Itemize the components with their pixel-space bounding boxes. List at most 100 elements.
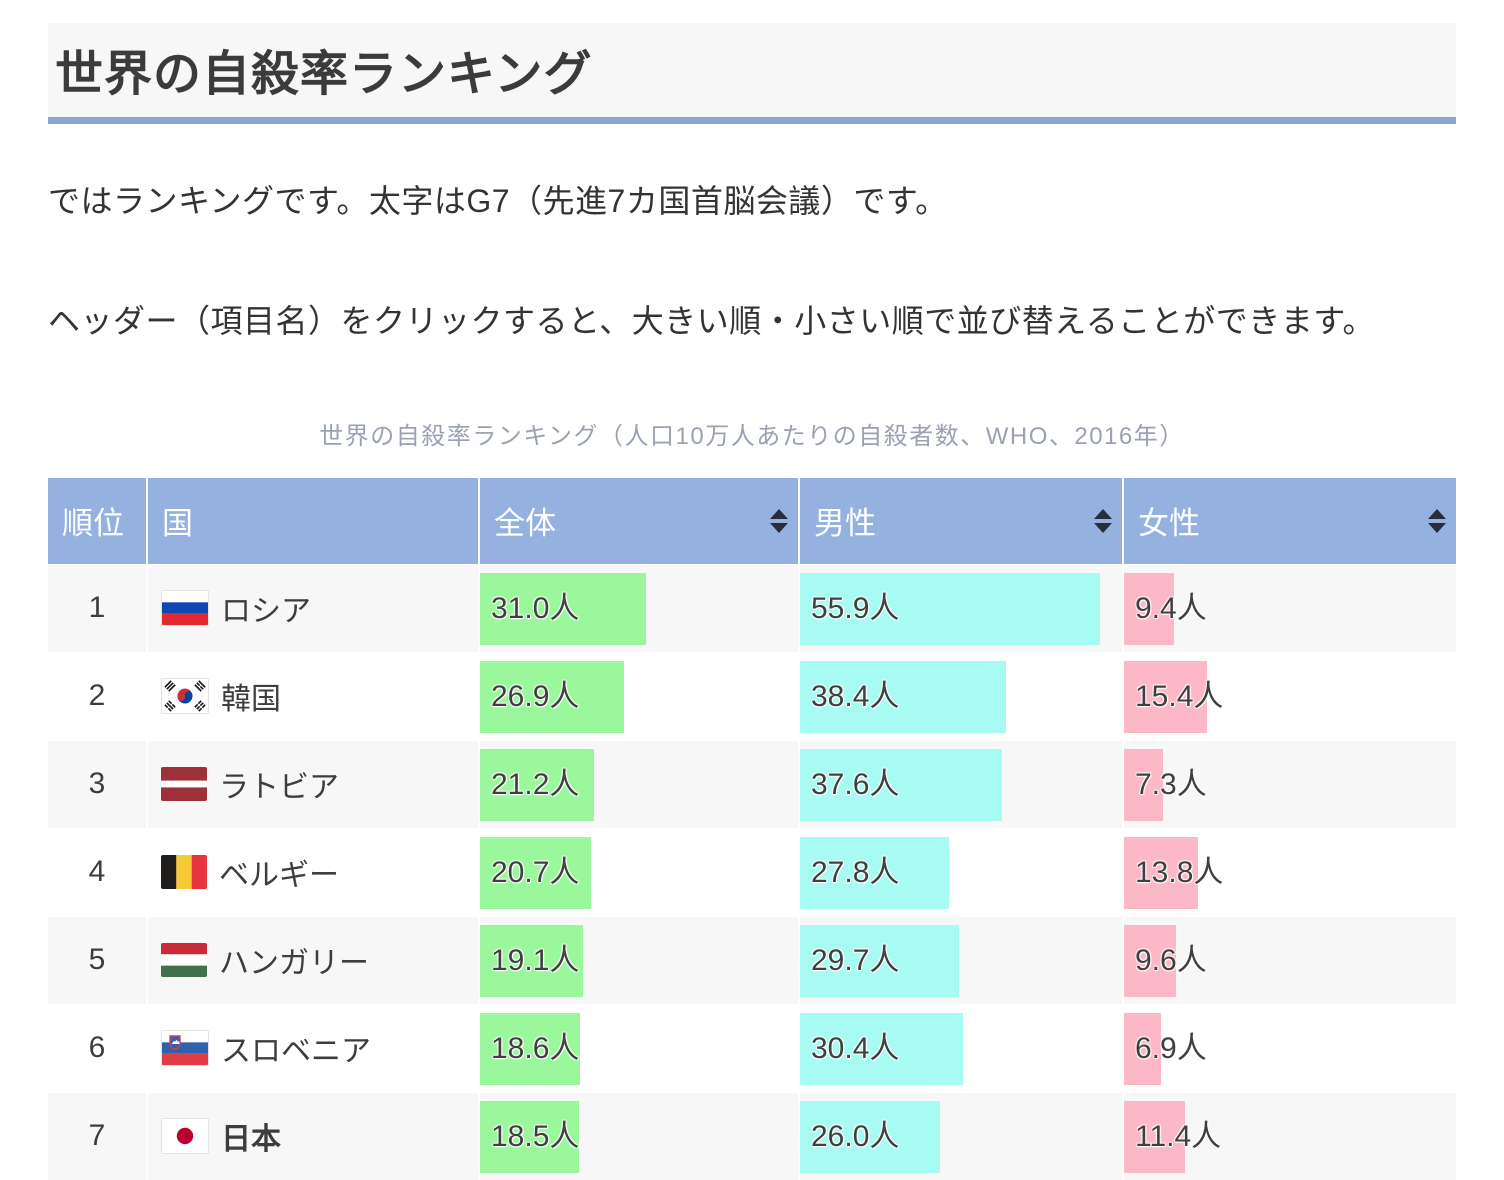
female-bar: 7.3人: [1124, 748, 1207, 821]
table-row: 6 スロベニア 18.6人 30.4人 6.9人: [48, 1003, 1456, 1092]
male-cell: 38.4人: [799, 651, 1124, 740]
total-bar: 18.5人: [480, 1100, 580, 1173]
rank-cell: 3: [48, 739, 148, 828]
japan-flag-icon: [161, 1118, 209, 1155]
male-bar: 55.9人: [800, 572, 1100, 645]
south-korea-flag-icon: [161, 678, 209, 714]
male-value: 29.7人: [811, 943, 900, 977]
female-value: 7.3人: [1135, 767, 1207, 801]
female-cell: 13.8人: [1123, 827, 1456, 916]
ranking-table-body: 1 ロシア 31.0人 55.9人 9.4人 2 韓国 26.9人 38.4人 15.4人 3 ラトビ…: [48, 563, 1456, 1180]
male-bar: 27.8人: [800, 836, 949, 909]
total-cell: 18.6人: [479, 1003, 800, 1092]
ranking-table-header: 順位 国 全体 男性 女性: [48, 478, 1456, 564]
country-name: ラトビア: [219, 771, 339, 804]
country-cell: ハンガリー: [147, 915, 480, 1004]
male-bar: 37.6人: [800, 748, 1002, 821]
female-value: 11.4人: [1135, 1119, 1222, 1153]
rank-cell: 7: [48, 1091, 148, 1180]
sort-icon: [770, 508, 788, 533]
female-value: 6.9人: [1135, 1031, 1207, 1065]
male-value: 37.6人: [811, 767, 900, 801]
column-header-female[interactable]: 女性: [1123, 478, 1456, 564]
slovenia-flag-icon: [161, 1030, 209, 1066]
total-value: 26.9人: [491, 679, 580, 713]
sort-icon: [1094, 508, 1112, 533]
total-value: 18.5人: [491, 1119, 580, 1153]
female-value: 9.6人: [1135, 943, 1207, 977]
country-cell: スロベニア: [147, 1003, 480, 1092]
country-name: ベルギー: [219, 859, 339, 892]
male-value: 30.4人: [811, 1031, 900, 1065]
country-name: 日本: [221, 1123, 281, 1157]
column-header-rank-label: 順位: [62, 506, 124, 542]
column-header-total-label: 全体: [494, 506, 556, 542]
rank-cell: 1: [48, 563, 148, 652]
table-row: 4 ベルギー 20.7人 27.8人 13.8人: [48, 827, 1456, 916]
female-value: 15.4人: [1135, 679, 1224, 713]
total-bar: 18.6人: [480, 1012, 580, 1085]
rank-cell: 4: [48, 827, 148, 916]
table-row: 7 日本 18.5人 26.0人 11.4人: [48, 1091, 1456, 1180]
female-bar: 11.4人: [1124, 1100, 1221, 1173]
column-header-female-label: 女性: [1138, 506, 1200, 542]
table-row: 3 ラトビア 21.2人 37.6人 7.3人: [48, 739, 1456, 828]
total-bar: 26.9人: [480, 660, 624, 733]
country-cell: ラトビア: [147, 739, 480, 828]
sort-icon: [1428, 508, 1446, 533]
total-value: 21.2人: [491, 767, 580, 801]
total-cell: 31.0人: [479, 563, 800, 652]
total-value: 19.1人: [491, 943, 580, 977]
column-header-country[interactable]: 国: [147, 478, 480, 564]
ranking-table: 順位 国 全体 男性 女性 1 ロシア 31.0人 55.9人 9.: [48, 478, 1456, 1180]
male-value: 26.0人: [811, 1119, 900, 1153]
male-cell: 37.6人: [799, 739, 1124, 828]
table-row: 2 韓国 26.9人 38.4人 15.4人: [48, 651, 1456, 740]
male-cell: 29.7人: [799, 915, 1124, 1004]
country-cell: 韓国: [147, 651, 480, 740]
page-title: 世界の自殺率ランキング: [48, 23, 1456, 124]
male-bar: 26.0人: [800, 1100, 940, 1173]
total-cell: 20.7人: [479, 827, 800, 916]
male-value: 27.8人: [811, 855, 900, 889]
total-bar: 21.2人: [480, 748, 594, 821]
total-value: 18.6人: [491, 1031, 580, 1065]
female-cell: 9.4人: [1123, 563, 1456, 652]
female-cell: 15.4人: [1123, 651, 1456, 740]
column-header-male[interactable]: 男性: [799, 478, 1124, 564]
female-cell: 7.3人: [1123, 739, 1456, 828]
country-name: ロシア: [221, 595, 311, 628]
rank-cell: 5: [48, 915, 148, 1004]
male-bar: 29.7人: [800, 924, 959, 997]
total-cell: 19.1人: [479, 915, 800, 1004]
female-cell: 11.4人: [1123, 1091, 1456, 1180]
total-bar: 31.0人: [480, 572, 646, 645]
female-bar: 6.9人: [1124, 1012, 1207, 1085]
column-header-rank[interactable]: 順位: [48, 478, 148, 564]
intro-text: ではランキングです。太字はG7（先進7カ国首脳会議）です。: [48, 183, 948, 219]
column-header-total[interactable]: 全体: [479, 478, 800, 564]
female-value: 9.4人: [1135, 591, 1207, 625]
male-cell: 26.0人: [799, 1091, 1124, 1180]
male-cell: 30.4人: [799, 1003, 1124, 1092]
male-cell: 55.9人: [799, 563, 1124, 652]
rank-cell: 6: [48, 1003, 148, 1092]
country-name: 韓国: [221, 683, 281, 716]
country-cell: ロシア: [147, 563, 480, 652]
male-bar: 38.4人: [800, 660, 1006, 733]
total-bar: 19.1人: [480, 924, 583, 997]
latvia-flag-icon: [161, 767, 207, 801]
russia-flag-icon: [161, 590, 209, 626]
female-bar: 15.4人: [1124, 660, 1223, 733]
table-row: 1 ロシア 31.0人 55.9人 9.4人: [48, 563, 1456, 652]
country-cell: ベルギー: [147, 827, 480, 916]
country-cell: 日本: [147, 1091, 480, 1180]
female-bar: 9.6人: [1124, 924, 1207, 997]
column-header-male-label: 男性: [814, 506, 876, 542]
female-cell: 6.9人: [1123, 1003, 1456, 1092]
total-cell: 18.5人: [479, 1091, 800, 1180]
total-value: 20.7人: [491, 855, 580, 889]
total-cell: 26.9人: [479, 651, 800, 740]
total-value: 31.0人: [491, 591, 580, 625]
rank-cell: 2: [48, 651, 148, 740]
